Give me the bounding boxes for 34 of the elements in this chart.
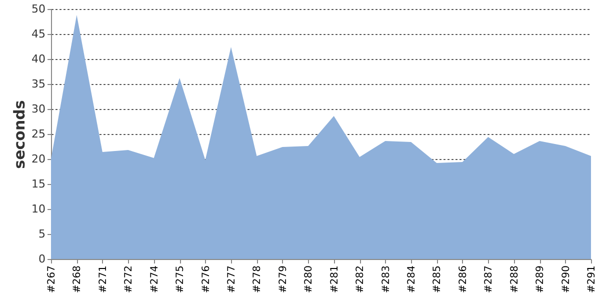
x-tick-label: #277 [226,266,238,293]
x-tick-label: #271 [98,266,109,293]
x-tick-label: #290 [560,266,572,293]
y-tick-label: 5 [38,228,46,240]
y-tick-label: 35 [32,78,46,90]
y-tick-label: 15 [32,178,46,190]
y-axis-title: seconds [10,100,29,169]
x-tick-label: #278 [252,266,264,293]
x-tick-label: #288 [509,266,520,293]
x-tick-label: #285 [432,266,444,293]
x-tick-label: #267 [46,266,58,293]
y-tick-label: 45 [32,28,46,40]
x-tick-label: #276 [200,266,212,293]
x-tick-label: #289 [535,266,546,293]
x-tick-label: #282 [355,266,366,293]
x-tick-label: #275 [175,266,186,293]
x-tick-label: #291 [586,266,598,293]
y-tick-label: 30 [32,102,46,116]
y-tick-label: 10 [32,202,46,216]
x-tick-label: #286 [458,266,469,293]
x-tick-label: #283 [380,266,392,293]
y-tick-label: 25 [32,128,46,140]
x-tick-label: #280 [304,266,315,293]
y-tick-label: 50 [32,2,46,16]
x-tick-label: #268 [72,266,84,293]
x-tick-label: #279 [278,266,289,293]
y-tick-label: 20 [32,152,46,166]
x-tick-label: #284 [406,266,418,293]
x-tick-label: #272 [124,266,135,293]
x-tick-label: #287 [484,266,495,293]
y-tick-label: 40 [32,52,46,66]
x-tick-label: #274 [149,266,160,293]
x-tick-label: #281 [329,266,340,293]
y-tick-label: 0 [38,252,46,266]
